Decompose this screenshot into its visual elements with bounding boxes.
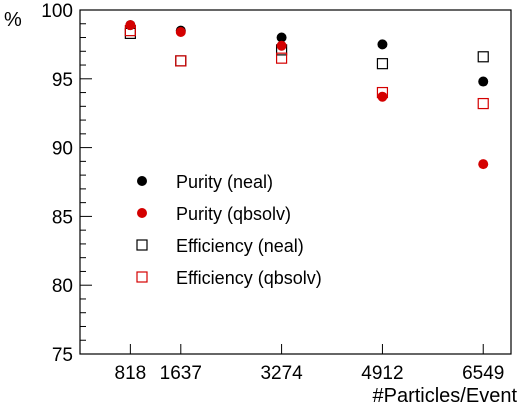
data-point <box>125 20 136 31</box>
legend-marker <box>137 176 147 186</box>
x-tick-label: 6549 <box>462 363 504 384</box>
data-point <box>275 52 288 64</box>
plot-frame <box>79 9 512 355</box>
x-axis-title: #Particles/Event <box>372 385 517 407</box>
legend-label: Efficiency (neal) <box>176 236 304 256</box>
y-tick-label: 95 <box>52 70 73 91</box>
legend-label: Efficiency (qbsolv) <box>176 268 322 288</box>
data-point <box>478 76 489 87</box>
y-tick-label: 75 <box>52 345 73 366</box>
legend-label: Purity (qbsolv) <box>176 204 291 224</box>
data-point <box>276 40 287 51</box>
data-point <box>175 55 187 67</box>
data-point <box>175 27 186 38</box>
legend-marker <box>137 208 147 218</box>
y-axis-title: % <box>4 9 22 31</box>
y-tick-label: 85 <box>52 207 73 228</box>
x-tick-label: 4912 <box>361 363 403 384</box>
data-point <box>478 159 489 170</box>
x-tick-label: 818 <box>115 363 147 384</box>
data-point <box>376 58 389 70</box>
data-point <box>477 97 489 110</box>
legend: Purity (neal) Purity (qbsolv) Efficiency (… <box>136 172 322 288</box>
y-tick-label: 90 <box>52 139 73 160</box>
x-tick-label: 3274 <box>260 363 303 384</box>
legend-label: Purity (neal) <box>176 172 273 192</box>
y-tick-label: 80 <box>52 276 73 297</box>
legend-marker <box>136 271 148 283</box>
axis-ticks <box>80 9 484 355</box>
data-marks <box>124 20 489 170</box>
data-point <box>477 51 489 63</box>
data-point <box>377 39 388 50</box>
data-point <box>377 91 388 102</box>
tick-labels: 75 80 85 90 95 100 818 1637 3274 4912 6549 <box>41 1 504 384</box>
data-point <box>276 32 287 43</box>
legend-marker <box>136 239 148 251</box>
x-tick-label: 1637 <box>160 363 202 384</box>
y-tick-label: 100 <box>41 1 73 22</box>
